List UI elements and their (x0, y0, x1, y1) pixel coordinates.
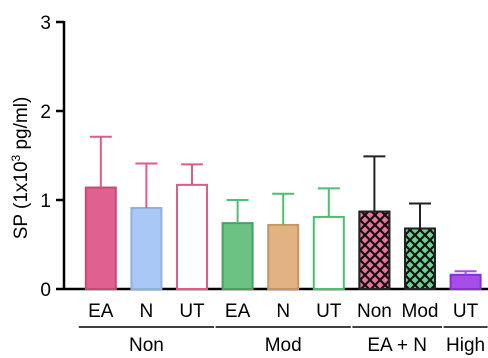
x-tick-label: EA (88, 301, 114, 322)
y-tick-label: 1 (40, 191, 51, 212)
group-label: Mod (265, 335, 302, 356)
bar (84, 186, 117, 290)
bar (267, 223, 300, 290)
y-tick-label: 3 (40, 13, 51, 34)
bar-hatch (358, 210, 391, 291)
y-axis-label-sup: 3 (9, 154, 23, 161)
group-label: EA + N (367, 335, 427, 356)
x-tick-label: Mod (402, 301, 439, 322)
y-axis-label: SP (1x103 pg/ml) (9, 97, 32, 240)
group-label: High (446, 335, 485, 356)
bar (221, 222, 254, 290)
x-tick-label: Non (357, 301, 392, 322)
bar (312, 215, 345, 290)
x-tick-label: UT (453, 301, 479, 322)
bar (130, 207, 163, 290)
x-tick-label: EA (225, 301, 251, 322)
y-tick-label: 0 (40, 280, 51, 301)
x-tick-label: N (276, 301, 290, 322)
x-tick-label: UT (316, 301, 342, 322)
y-tick-label: 2 (40, 102, 51, 123)
bar-hatch (404, 227, 436, 290)
bar (176, 183, 208, 290)
group-label: Non (129, 335, 164, 356)
x-tick-label: UT (179, 301, 205, 322)
bar (449, 273, 482, 291)
x-tick-label: N (140, 301, 154, 322)
